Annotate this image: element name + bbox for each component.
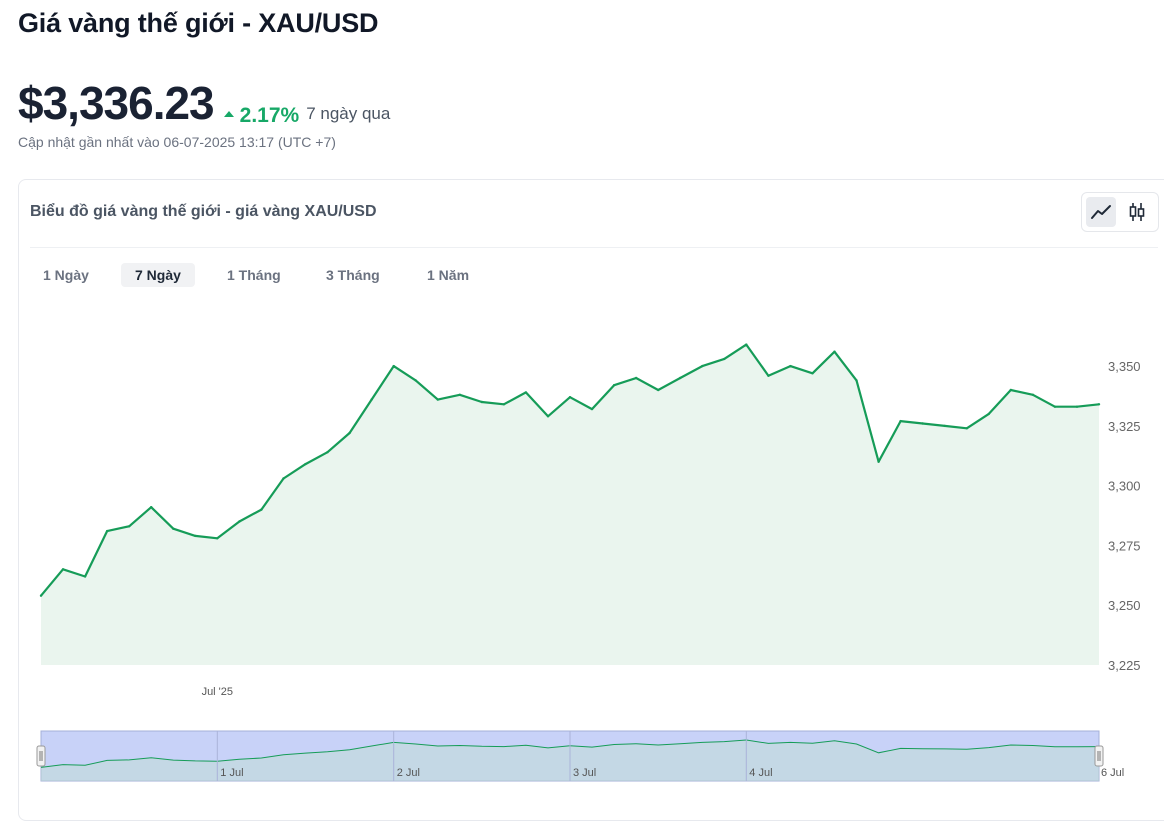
chart-type-toggle [1081, 192, 1159, 232]
data-point [458, 393, 461, 396]
data-point [480, 400, 483, 404]
data-point [83, 575, 87, 578]
data-point [657, 388, 660, 392]
data-point [1075, 405, 1079, 408]
data-point [546, 415, 550, 418]
data-point [701, 364, 704, 368]
x-tick-label: Jul '25 [202, 686, 233, 698]
data-point [877, 460, 880, 463]
last-updated: Cập nhật gần nhất vào 06-07-2025 13:17 (… [18, 134, 336, 150]
navigator-date-label: 4 Jul [749, 767, 772, 779]
handle-body[interactable] [36, 745, 46, 767]
y-tick-label: 3,300 [1108, 479, 1141, 494]
data-point [172, 527, 175, 530]
data-point [1009, 388, 1012, 392]
line-chart-icon [1091, 205, 1111, 219]
data-point [745, 343, 748, 346]
navigator-date-label: 1 Jul [220, 767, 243, 779]
data-point [965, 427, 968, 430]
data-point [524, 391, 528, 394]
data-point [260, 508, 263, 511]
data-point [789, 364, 792, 368]
data-point [1053, 405, 1057, 408]
tab-7-days[interactable]: 7 Ngày [121, 263, 195, 287]
data-point [833, 350, 836, 353]
data-point [282, 477, 285, 480]
price-summary: $3,336.23 2.17% 7 ngày qua [18, 76, 390, 130]
data-point [39, 594, 43, 597]
price-change-value: 2.17% [239, 104, 300, 127]
candlestick-chart-button[interactable] [1122, 197, 1152, 227]
navigator-right-handle[interactable] [1094, 745, 1104, 767]
data-point [987, 412, 990, 416]
tab-1-month[interactable]: 1 Tháng [227, 267, 281, 283]
x-axis: Jul '25 [202, 686, 233, 698]
data-point [723, 357, 726, 361]
line-chart-button[interactable] [1086, 197, 1116, 227]
data-point [943, 424, 946, 428]
data-point [767, 374, 770, 377]
data-point [634, 376, 638, 380]
navigator-date-label: 2 Jul [397, 767, 420, 779]
data-point [811, 372, 814, 375]
data-point [1097, 403, 1101, 406]
data-point [61, 568, 65, 571]
plot-area [39, 343, 1101, 665]
tab-1-day[interactable]: 1 Ngày [43, 267, 89, 283]
navigator-date-label: 3 Jul [573, 767, 596, 779]
data-point [590, 407, 594, 411]
data-point [612, 384, 616, 387]
y-tick-label: 3,275 [1108, 538, 1141, 553]
data-point [414, 379, 417, 382]
data-point [679, 376, 682, 380]
data-point [436, 398, 439, 401]
navigator-date-label: 6 Jul [1101, 767, 1124, 779]
page-title: Giá vàng thế giới - XAU/USD [18, 8, 379, 38]
range-navigator[interactable]: 1 Jul 2 Jul 3 Jul 4 Jul 6 Jul [36, 730, 1124, 782]
data-point [216, 537, 219, 540]
tab-3-months[interactable]: 3 Tháng [326, 267, 380, 283]
navigator-left-handle[interactable] [36, 745, 46, 767]
data-point [348, 431, 351, 435]
data-point [238, 520, 241, 523]
data-point [1031, 393, 1035, 396]
data-point [370, 398, 373, 401]
data-point [502, 403, 506, 406]
data-point [128, 525, 131, 528]
current-price: $3,336.23 [18, 77, 215, 129]
price-change-period: 7 ngày qua [306, 104, 391, 123]
data-point [105, 529, 109, 533]
y-tick-label: 3,325 [1108, 419, 1141, 434]
data-point [855, 379, 858, 382]
candlestick-chart-icon [1129, 203, 1145, 221]
data-point [392, 364, 395, 368]
divider [30, 247, 1158, 248]
price-chart[interactable]: 3,225 3,250 3,275 3,300 3,325 3,350 Jul '25 1… [0, 0, 1164, 796]
price-change: 2.17% [223, 104, 300, 128]
handle-body[interactable] [1094, 745, 1104, 767]
chart-card-title: Biểu đồ giá vàng thế giới - giá vàng XAU… [30, 203, 377, 220]
y-axis: 3,225 3,250 3,275 3,300 3,325 3,350 [1108, 359, 1141, 673]
data-point [304, 462, 307, 466]
price-area [41, 344, 1099, 665]
data-point [150, 506, 153, 509]
data-point [921, 422, 924, 425]
data-point [899, 419, 902, 423]
data-point [568, 396, 572, 399]
data-point [326, 451, 329, 454]
up-arrow-icon [223, 111, 234, 117]
y-tick-label: 3,350 [1108, 359, 1141, 374]
y-tick-label: 3,225 [1108, 658, 1141, 673]
y-tick-label: 3,250 [1108, 598, 1141, 613]
data-point [194, 534, 197, 538]
tab-1-year[interactable]: 1 Năm [427, 267, 470, 283]
